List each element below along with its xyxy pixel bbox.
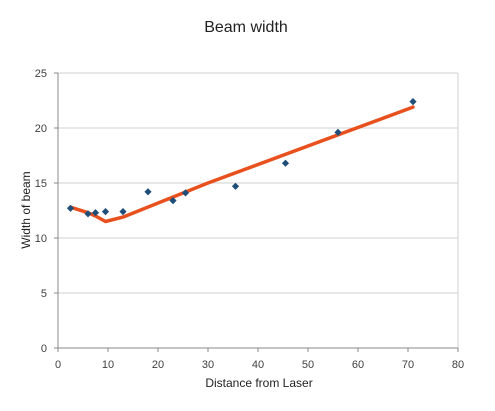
data-point-7: [169, 197, 177, 205]
x-tick-label-70: 70: [402, 359, 414, 371]
data-point-12: [409, 98, 417, 106]
y-tick-label-10: 10: [35, 233, 47, 245]
x-tick-label-40: 40: [252, 359, 264, 371]
y-axis-title: Width of beam: [19, 171, 33, 248]
x-tick-label-60: 60: [352, 359, 364, 371]
x-tick-label-0: 0: [55, 359, 61, 371]
data-points-group: [66, 98, 417, 218]
data-point-5: [119, 208, 127, 216]
tick-labels: 0 10 20 30 40 50 60 70 80 0 5 10 15 20 25: [35, 68, 464, 371]
trend-line: [68, 105, 415, 224]
data-point-3: [91, 209, 100, 217]
x-tick-label-80: 80: [452, 359, 464, 371]
axes: [54, 72, 459, 352]
data-point-9: [231, 182, 240, 190]
y-tick-label-25: 25: [35, 68, 47, 80]
data-point-4: [101, 208, 110, 216]
y-tick-label-0: 0: [41, 343, 47, 355]
data-point-6: [144, 188, 152, 196]
x-tick-label-50: 50: [302, 359, 314, 371]
x-tick-label-20: 20: [152, 359, 164, 371]
data-point-10: [281, 159, 290, 167]
data-point-1: [66, 204, 75, 212]
x-axis-title: Distance from Laser: [205, 376, 312, 390]
data-point-11: [334, 128, 342, 136]
data-point-2: [84, 210, 92, 218]
y-tick-label-20: 20: [35, 123, 47, 135]
trend-line-group: [68, 105, 415, 224]
y-tick-label-15: 15: [35, 178, 47, 190]
x-tick-label-30: 30: [202, 359, 214, 371]
y-tick-label-5: 5: [41, 288, 47, 300]
gridlines: [58, 72, 459, 348]
x-tick-label-10: 10: [102, 359, 114, 371]
chart-title: Beam width: [204, 19, 288, 36]
data-point-8: [181, 189, 190, 197]
